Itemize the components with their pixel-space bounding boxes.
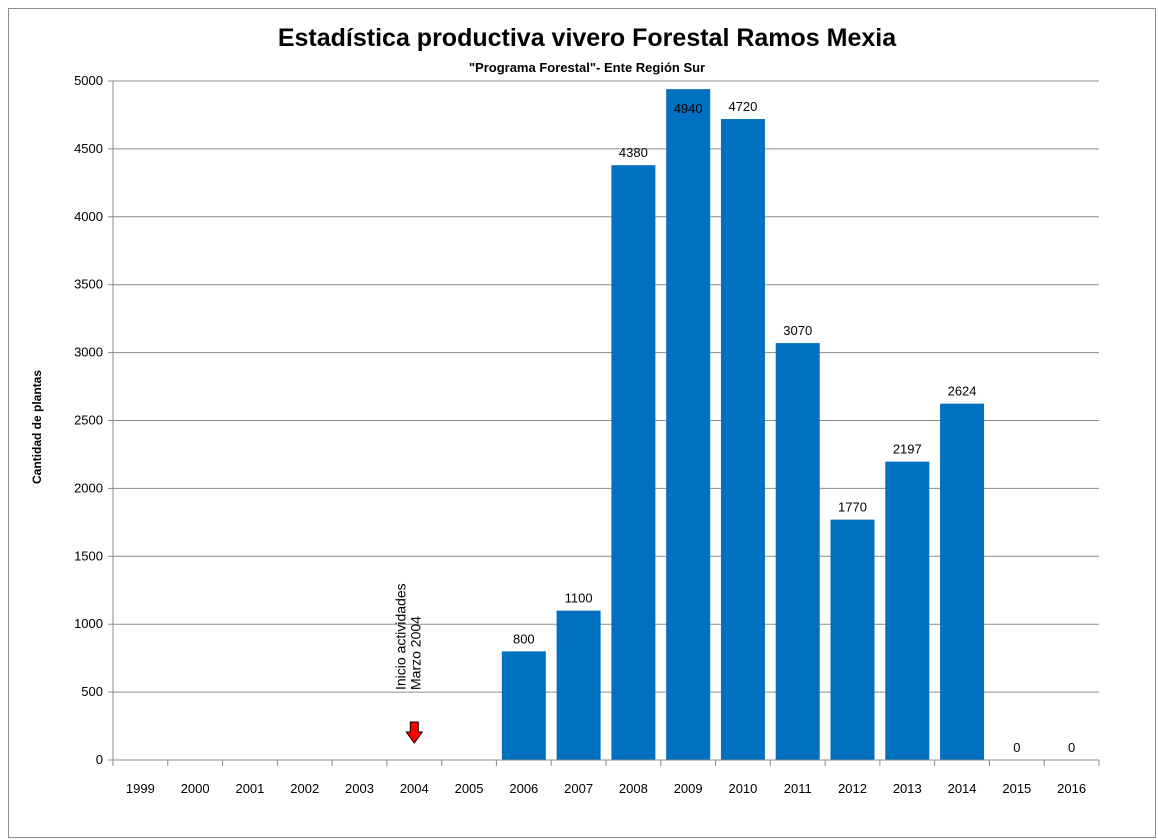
y-tick-label: 2500: [74, 413, 103, 428]
data-label-2011: 3070: [783, 323, 812, 338]
gridlines: [113, 80, 1099, 693]
x-tick-label: 2012: [838, 781, 867, 796]
x-tick-label: 2009: [674, 781, 703, 796]
x-tick-label: 2003: [345, 781, 374, 796]
y-tick-label: 2000: [74, 480, 103, 495]
data-label-2012: 1770: [838, 500, 867, 515]
x-tick-label: 2000: [181, 781, 210, 796]
bar-2011: [775, 343, 820, 760]
x-tick-label: 2008: [619, 781, 648, 796]
x-tick-label: 2006: [509, 781, 538, 796]
x-tick-label: 1999: [126, 781, 155, 796]
x-tick-label: 2004: [400, 781, 429, 796]
bar-2007: [556, 610, 601, 760]
chart-subtitle: "Programa Forestal"- Ente Región Sur: [469, 60, 705, 75]
annotation-line: Inicio actividades: [392, 583, 408, 690]
x-tick-label: 2001: [235, 781, 264, 796]
y-tick-label: 3000: [74, 345, 103, 360]
annotation-line: Marzo 2004: [407, 616, 423, 690]
y-tick-label: 0: [96, 752, 103, 767]
data-label-2016: 0: [1068, 740, 1075, 755]
y-tick-label: 4000: [74, 209, 103, 224]
data-label-2013: 2197: [893, 442, 922, 457]
data-label-2009: 4940: [674, 101, 703, 116]
x-tick-label: 2011: [784, 781, 812, 796]
x-tick-label: 2005: [455, 781, 484, 796]
y-tick-label: 5000: [74, 73, 103, 88]
x-tick-label: 2016: [1057, 781, 1086, 796]
y-tick-label: 4500: [74, 141, 103, 156]
x-axis-ticks: 1999 2000 2001 2002 2003 2004 2005 2006 2007 2008…: [112, 760, 1100, 796]
axes: [112, 81, 1099, 761]
data-label-2014: 2624: [948, 384, 977, 399]
y-tick-label: 3500: [74, 277, 103, 292]
chart-frame: Estadística productiva vivero Forestal R…: [8, 8, 1156, 838]
bar-2010: [720, 119, 765, 761]
bar-2009: [666, 89, 711, 760]
arrow-down-icon: [405, 721, 424, 744]
data-label-2010: 4720: [728, 99, 757, 114]
x-tick-label: 2007: [564, 781, 593, 796]
annotation: Inicio actividades Marzo 2004: [392, 583, 424, 744]
chart-title: Estadística productiva vivero Forestal R…: [278, 24, 897, 52]
bars: [501, 89, 985, 761]
y-tick-label: 1500: [74, 548, 103, 563]
bar-2008: [611, 165, 656, 761]
bar-2013: [885, 461, 930, 760]
x-tick-label: 2013: [893, 781, 922, 796]
y-axis-ticks: 0 500 1000 1500 2000 2500 3000 3500 4000 4500 5000: [74, 73, 113, 767]
data-label-2015: 0: [1013, 740, 1020, 755]
data-label-2007: 1100: [565, 591, 593, 606]
bar-2012: [830, 519, 875, 760]
y-tick-label: 1000: [74, 616, 103, 631]
data-labels: 800 1100 4380 4940 4720 3070 1770 2197 2624 0 0: [513, 99, 1075, 755]
bar-2014: [940, 403, 985, 760]
bar-2006: [501, 651, 546, 760]
x-tick-label: 2010: [728, 781, 757, 796]
x-tick-label: 2014: [948, 781, 977, 796]
x-tick-label: 2002: [290, 781, 319, 796]
bar-chart: Estadística productiva vivero Forestal R…: [30, 24, 1100, 796]
x-tick-label: 2015: [1002, 781, 1031, 796]
y-axis-label: Cantidad de plantas: [30, 370, 44, 484]
y-tick-label: 500: [81, 684, 103, 699]
data-label-2008: 4380: [619, 145, 648, 160]
data-label-2006: 800: [513, 631, 535, 646]
